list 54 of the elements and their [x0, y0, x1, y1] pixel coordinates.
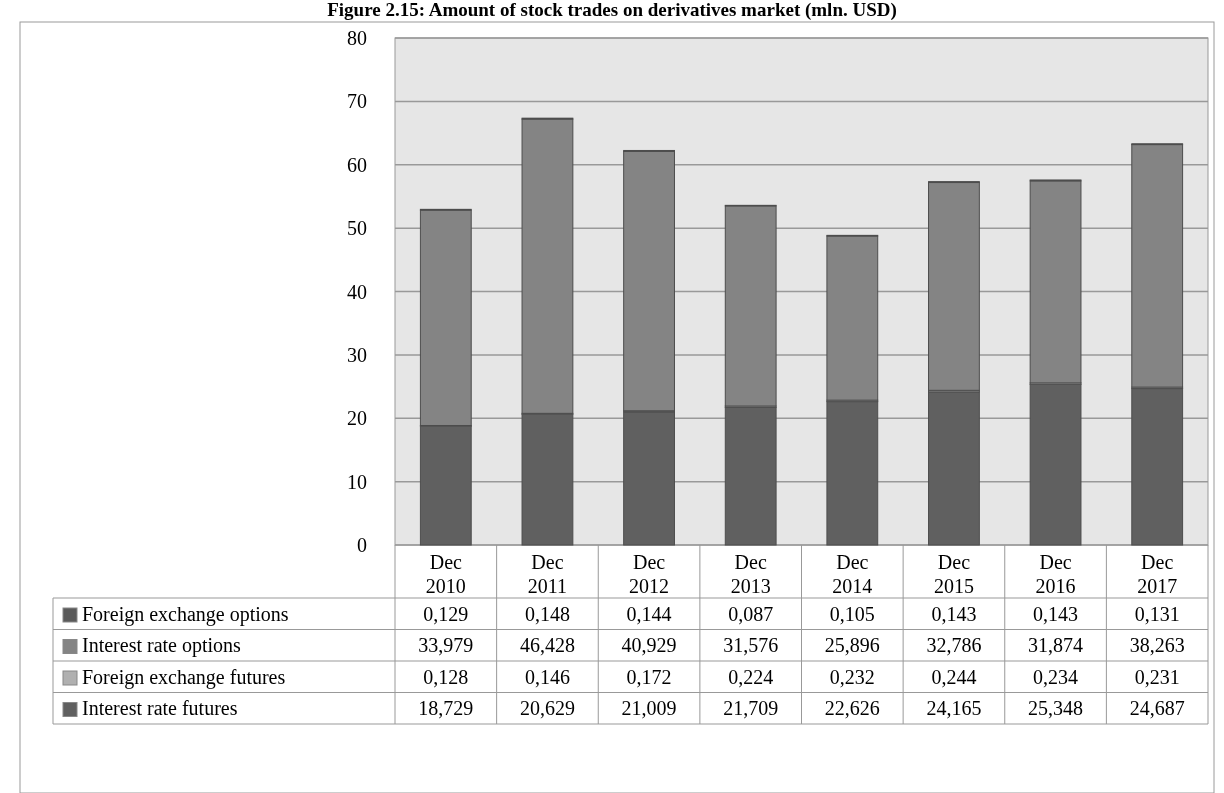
data-label: 0,131: [1134, 602, 1180, 625]
data-label: 0,232: [829, 665, 875, 688]
data-label: 0,128: [423, 665, 469, 688]
data-label: 0,146: [524, 665, 570, 688]
y-tick-label: 30: [347, 343, 367, 366]
y-tick-label: 20: [347, 407, 367, 430]
data-label: 0,244: [931, 665, 977, 688]
data-label: 0,087: [728, 602, 774, 625]
data-label: 25,348: [1028, 697, 1084, 720]
data-label: 40,929: [621, 634, 677, 657]
x-tick-label: Dec 2011: [527, 551, 568, 597]
x-tick-label: Dec 2017: [1137, 551, 1178, 597]
data-label: 0,148: [524, 602, 570, 625]
x-tick-label: Dec 2015: [933, 551, 974, 597]
data-label: 0,144: [626, 602, 672, 625]
data-label: 32,786: [926, 634, 982, 657]
y-tick-label: 10: [347, 470, 367, 493]
x-tick-label: Dec 2012: [629, 551, 670, 597]
legend-label: Interest rate options: [82, 634, 242, 658]
legend-label: Foreign exchange futures: [82, 665, 286, 689]
data-label: 25,896: [824, 634, 880, 657]
data-label: 38,263: [1129, 634, 1185, 657]
legend-label: Interest rate futures: [82, 697, 238, 720]
data-label: 0,231: [1134, 665, 1180, 688]
data-label: 21,709: [723, 697, 779, 720]
legend-label: Foreign exchange options: [82, 602, 289, 626]
y-tick-label: 40: [347, 280, 367, 303]
data-label: 21,009: [621, 697, 677, 720]
y-tick-label: 80: [347, 27, 367, 49]
data-label: 24,687: [1129, 697, 1185, 720]
data-label: 0,172: [626, 665, 672, 688]
data-label: 0,143: [1033, 602, 1079, 625]
data-label: 33,979: [418, 634, 474, 657]
data-label: 31,874: [1028, 634, 1084, 657]
data-label: 18,729: [418, 697, 474, 720]
data-label: 0,224: [728, 665, 774, 688]
data-label: 31,576: [723, 634, 779, 657]
y-tick-label: 50: [347, 217, 367, 240]
y-tick-label: 60: [347, 153, 367, 176]
data-label: 22,626: [824, 697, 880, 720]
x-tick-label: Dec 2016: [1035, 551, 1076, 597]
data-label: 0,143: [931, 602, 977, 625]
x-tick-label: Dec 2013: [730, 551, 771, 597]
chart-title: Figure 2.15: Amount of stock trades on derivatives market (mln. USD): [327, 0, 897, 21]
x-tick-label: Dec 2014: [832, 551, 873, 597]
data-label: 46,428: [519, 634, 575, 657]
data-label: 24,165: [926, 697, 982, 720]
data-label: 20,629: [519, 697, 575, 720]
y-tick-label: 70: [347, 90, 367, 113]
x-tick-label: Dec 2010: [425, 551, 466, 597]
data-label: 0,234: [1033, 665, 1079, 688]
data-label: 0,129: [423, 602, 469, 625]
y-tick-label: 0: [357, 534, 367, 556]
data-label: 0,105: [829, 602, 875, 625]
